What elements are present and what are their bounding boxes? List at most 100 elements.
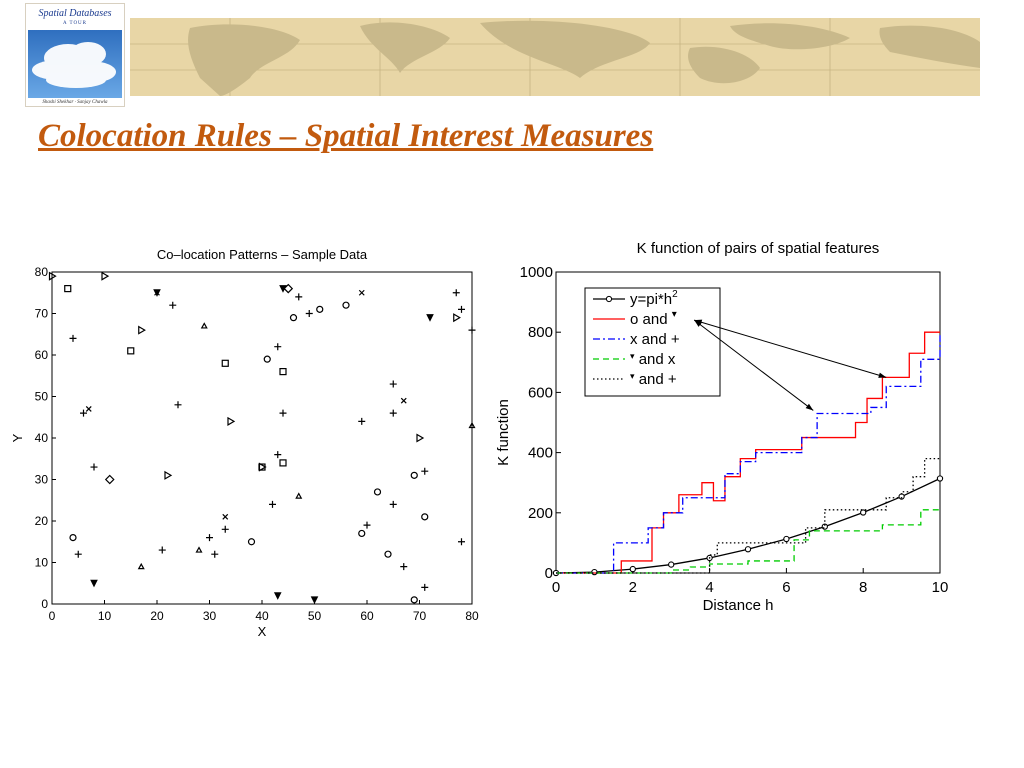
scatter-point-plus xyxy=(221,525,229,533)
series-line xyxy=(556,457,940,574)
scatter-point-triangle-down xyxy=(90,579,98,588)
scatter-point-triangle-up xyxy=(138,325,146,335)
y-tick-label: 60 xyxy=(35,348,49,362)
x-tick-label: 10 xyxy=(98,609,112,623)
scatter-point-plus xyxy=(389,380,397,388)
y-axis-label: Y xyxy=(10,433,25,442)
x-tick-label: 40 xyxy=(255,609,269,623)
y-tick-label: 30 xyxy=(35,473,49,487)
scatter-point-plus xyxy=(69,334,77,342)
scatter-point-square xyxy=(127,347,135,355)
scatter-point-plus xyxy=(452,289,460,297)
scatter-point-circle xyxy=(316,305,324,313)
book-subtitle: A TOUR xyxy=(62,21,87,26)
scatter-point-diamond xyxy=(104,474,115,485)
x-tick-label: 70 xyxy=(413,609,427,623)
scatter-point-circle xyxy=(384,550,392,558)
scatter-point-diamond xyxy=(283,283,294,294)
scatter-point-circle xyxy=(373,488,382,496)
x-tick-label: 2 xyxy=(629,579,637,596)
y-tick-label: 0 xyxy=(41,597,48,611)
scatter-point-triangle-up xyxy=(258,462,267,472)
scatter-point-x xyxy=(154,289,160,296)
book-title: Spatial Databases xyxy=(38,8,112,19)
scatter-point-triangle-up xyxy=(48,271,57,281)
legend-label: ▾ and x xyxy=(630,351,676,368)
scatter-point-plus xyxy=(206,534,213,542)
annotation-arrow-head xyxy=(805,403,814,411)
y-tick-label: 200 xyxy=(528,505,553,522)
scatter-point-plus xyxy=(389,500,397,508)
scatter-point-x xyxy=(400,397,407,404)
scatter-point-plus xyxy=(169,301,177,309)
scatter-point-plus xyxy=(305,310,313,317)
scatter-point-plus xyxy=(90,463,98,471)
x-tick-label: 0 xyxy=(552,579,560,596)
legend-label: x and + xyxy=(630,331,680,348)
scatter-point-circle xyxy=(410,471,418,479)
x-tick-label: 0 xyxy=(49,609,56,623)
scatter-point-circle xyxy=(358,529,366,538)
scatter-point-plus xyxy=(269,500,276,508)
book-cover: Spatial Databases A TOUR Shashi Shekhar … xyxy=(25,3,125,107)
map-land-graphic xyxy=(130,18,980,96)
x-tick-label: 60 xyxy=(360,609,374,623)
scatter-point-plus xyxy=(400,563,408,571)
y-tick-label: 50 xyxy=(35,390,49,404)
x-tick-label: 6 xyxy=(782,579,790,596)
legend-label: y=pi*h2 xyxy=(630,289,678,308)
scatter-title: Co–location Patterns – Sample Data xyxy=(157,247,368,262)
k-function-chart: K function of pairs of spatial features 0… xyxy=(495,240,948,614)
scatter-point-tri-small xyxy=(468,421,476,429)
scatter-point-square xyxy=(221,359,229,367)
scatter-point-triangle-down xyxy=(279,285,287,293)
scatter-point-plus xyxy=(174,401,182,409)
scatter-point-plus xyxy=(279,409,287,417)
scatter-point-plus xyxy=(274,343,282,351)
scatter-point-plus xyxy=(458,305,465,313)
x-tick-label: 8 xyxy=(859,579,867,596)
x-tick-label: 50 xyxy=(308,609,322,623)
scatter-point-plus xyxy=(389,409,397,417)
scatter-point-plus xyxy=(421,467,429,475)
series-point xyxy=(783,535,790,543)
slide-title: Colocation Rules – Spatial Interest Meas… xyxy=(38,118,654,154)
scatter-point-triangle-up xyxy=(227,416,236,426)
scatter-point-tri-small xyxy=(295,492,303,499)
annotation-arrow-head xyxy=(878,372,887,378)
scatter-point-plus xyxy=(358,417,366,425)
book-cloud-image xyxy=(28,30,122,98)
y-tick-label: 800 xyxy=(528,324,553,341)
y-tick-label: 1000 xyxy=(520,264,553,281)
scatter-point-plus xyxy=(421,583,429,591)
scatter-point-x xyxy=(85,406,92,412)
y-tick-label: 600 xyxy=(528,384,553,401)
x-tick-label: 30 xyxy=(203,609,217,623)
x-tick-label: 4 xyxy=(705,579,713,596)
scatter-point-circle xyxy=(69,534,77,542)
series-point xyxy=(591,568,598,576)
book-authors: Shashi Shekhar · Sanjay Chawla xyxy=(42,100,108,105)
annotation-arrow-line xyxy=(693,319,814,411)
scatter-point-square xyxy=(279,368,287,376)
legend-label: ▾ and + xyxy=(630,371,677,388)
scatter-point-triangle-up xyxy=(453,313,461,323)
series-line xyxy=(556,509,940,574)
series-point xyxy=(860,509,867,516)
scatter-point-tri-small xyxy=(200,322,208,329)
y-tick-label: 20 xyxy=(35,514,49,528)
y-tick-label: 400 xyxy=(528,445,553,462)
legend-label: o and ▾ xyxy=(630,309,677,328)
scatter-point-plus xyxy=(158,546,166,554)
scatter-point-plus xyxy=(363,521,371,529)
series-point xyxy=(744,546,752,553)
world-map-strip xyxy=(130,18,980,96)
scatter-point-plus xyxy=(468,326,476,334)
scatter-point-circle xyxy=(342,301,350,309)
series-point xyxy=(629,565,636,573)
series-point xyxy=(668,561,675,568)
annotation-arrow-line xyxy=(694,319,887,378)
kchart-plot-frame xyxy=(555,271,941,574)
scatter-point-plus xyxy=(74,550,82,558)
header-banner: Spatial Databases A TOUR Shashi Shekhar … xyxy=(0,0,1024,112)
